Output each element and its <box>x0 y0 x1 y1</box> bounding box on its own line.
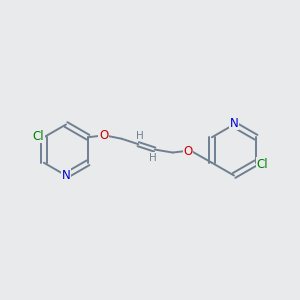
Text: N: N <box>230 116 238 130</box>
Text: H: H <box>149 153 157 163</box>
Text: Cl: Cl <box>33 130 44 143</box>
Text: O: O <box>99 129 108 142</box>
Text: H: H <box>136 131 144 141</box>
Text: O: O <box>184 145 193 158</box>
Text: N: N <box>61 169 70 182</box>
Text: Cl: Cl <box>257 158 268 171</box>
